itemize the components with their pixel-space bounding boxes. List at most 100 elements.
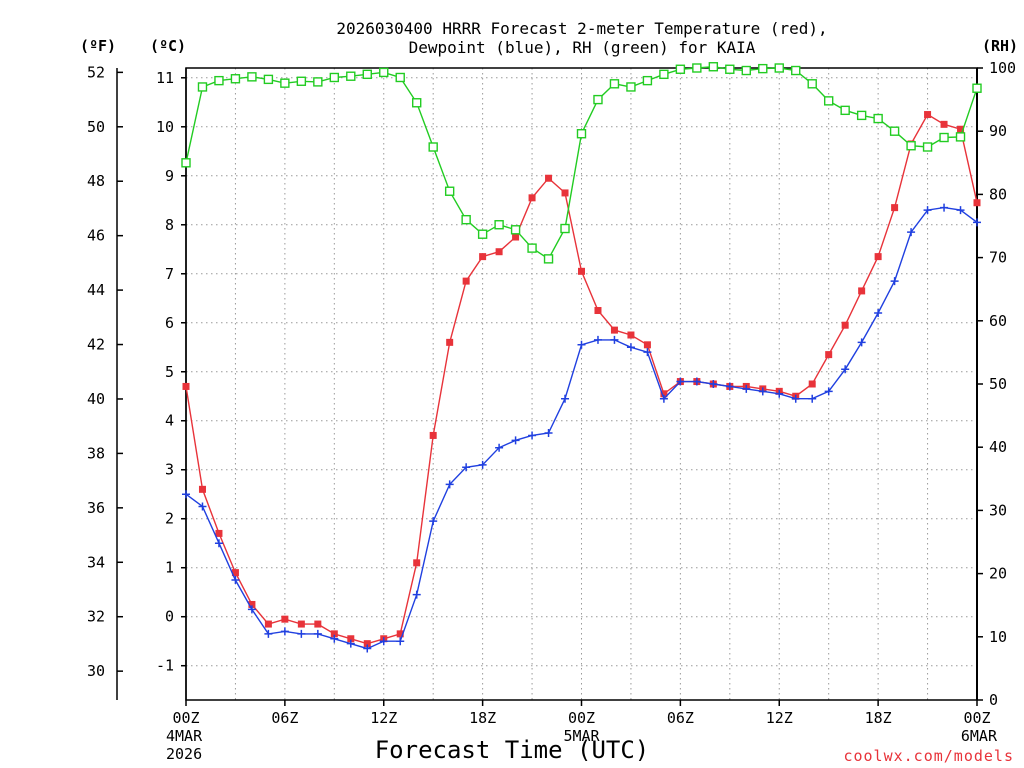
data-point [956, 206, 965, 215]
data-point [841, 365, 850, 374]
rh-tick-label: 0 [989, 691, 998, 709]
data-point [692, 63, 702, 73]
data-point [856, 110, 867, 121]
data-point [659, 394, 668, 403]
data-point [412, 98, 422, 108]
data-point [198, 485, 206, 493]
data-point [577, 340, 586, 349]
data-point [643, 348, 652, 357]
data-point [857, 338, 866, 347]
data-point [511, 436, 520, 445]
credit-text: coolwx.com/models [843, 747, 1014, 765]
data-point [379, 67, 389, 78]
data-point [593, 335, 602, 344]
data-point [379, 637, 388, 646]
celsius-tick-label: 1 [165, 559, 174, 577]
celsius-tick-label: 8 [165, 216, 174, 234]
data-point [347, 635, 355, 643]
data-point [907, 228, 916, 237]
fahrenheit-tick-label: 36 [87, 499, 105, 517]
celsius-tick-label: 4 [165, 412, 174, 430]
data-point [281, 615, 289, 623]
data-point [923, 206, 932, 215]
data-point [445, 480, 454, 489]
data-point [643, 341, 651, 349]
fahrenheit-tick-label: 38 [87, 444, 105, 462]
rh-tick-label: 60 [989, 312, 1007, 330]
data-point [578, 267, 585, 275]
data-point [725, 64, 735, 74]
data-point [396, 630, 404, 638]
data-point [561, 189, 569, 197]
data-point [479, 253, 487, 261]
data-point [561, 394, 570, 403]
data-point [940, 203, 949, 212]
rh-tick-label: 90 [989, 122, 1007, 140]
data-point [791, 394, 800, 403]
celsius-tick-label: 3 [165, 461, 174, 479]
data-point [346, 639, 355, 648]
data-point [758, 63, 768, 74]
celsius-tick-label: 11 [156, 69, 174, 87]
rh-unit-label: (RH) [982, 37, 1018, 55]
celsius-tick-label: 9 [165, 167, 174, 185]
data-point [280, 627, 289, 636]
data-point [462, 277, 470, 285]
data-point [808, 394, 817, 403]
data-point [642, 75, 653, 86]
fahrenheit-tick-label: 50 [87, 118, 105, 136]
data-point [593, 94, 603, 105]
data-point [874, 253, 882, 261]
data-point [429, 517, 438, 526]
data-point [446, 338, 454, 346]
data-point [264, 629, 273, 638]
data-point [263, 74, 274, 85]
data-point [955, 132, 966, 142]
fahrenheit-tick-label: 32 [87, 608, 105, 626]
data-point [329, 72, 340, 83]
data-point [495, 248, 503, 256]
data-point [330, 630, 338, 638]
chart-title-line-1: 2026030400 HRRR Forecast 2-meter Tempera… [336, 19, 827, 38]
data-point [247, 605, 256, 614]
data-point [807, 79, 817, 89]
series-line [185, 65, 978, 260]
x-tick-label: 12Z [766, 709, 793, 727]
data-point [478, 460, 487, 469]
data-point [462, 463, 471, 472]
celsius-tick-label: 5 [165, 363, 174, 381]
data-point [314, 620, 322, 628]
data-point [330, 634, 339, 643]
data-point [495, 443, 504, 452]
data-point [444, 186, 455, 196]
data-point [248, 600, 256, 608]
data-point [791, 65, 801, 76]
fahrenheit-tick-label: 42 [87, 336, 105, 354]
data-point [545, 174, 553, 182]
data-point [890, 277, 899, 286]
data-point [675, 64, 686, 74]
data-point [626, 82, 636, 92]
data-point [363, 644, 372, 653]
data-point [412, 590, 421, 599]
data-point [873, 113, 883, 124]
data-point [741, 65, 751, 76]
data-point [296, 76, 307, 86]
data-point [560, 223, 570, 234]
x-tick-label: 00Z [963, 709, 990, 727]
data-point [692, 377, 701, 386]
data-point [939, 132, 949, 143]
data-point [610, 326, 618, 334]
rh-tick-label: 10 [989, 628, 1007, 646]
data-point [429, 431, 437, 439]
data-point [214, 75, 224, 86]
celsius-tick-label: 7 [165, 265, 174, 283]
data-point [280, 78, 290, 88]
data-point [660, 390, 668, 398]
x-tick-label: 00Z [568, 709, 595, 727]
data-point [758, 387, 767, 396]
data-point [181, 158, 191, 168]
celsius-tick-label: -1 [156, 657, 174, 675]
data-point [231, 569, 239, 577]
